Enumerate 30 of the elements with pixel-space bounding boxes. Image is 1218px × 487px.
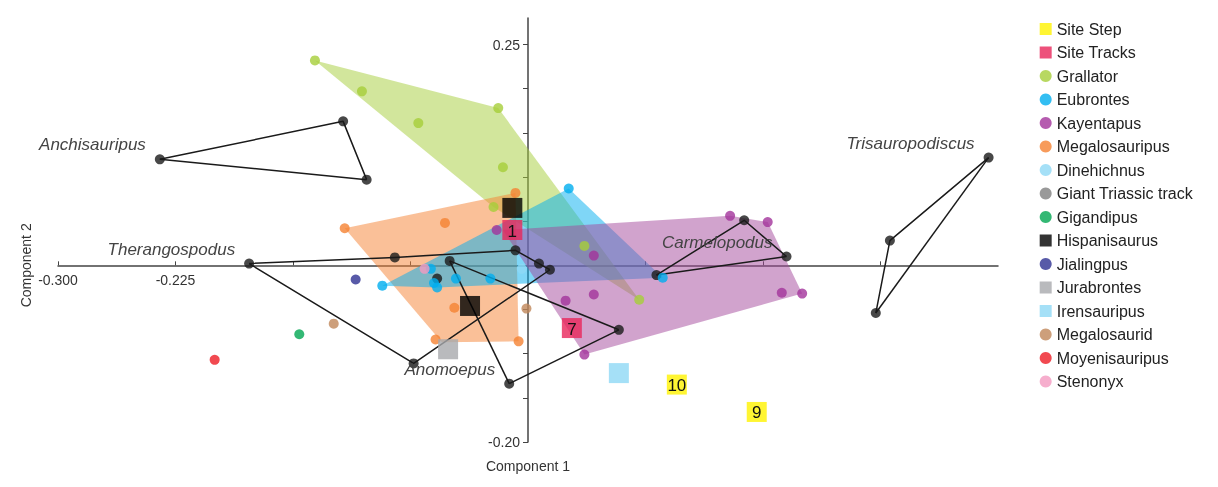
- legend-label: Eubrontes: [1056, 91, 1130, 108]
- legend-label: Site Step: [1056, 20, 1122, 38]
- legend-label: Jialingpus: [1056, 255, 1128, 273]
- legend-label: Megalosauripus: [1056, 138, 1170, 155]
- legend-label: Hispanisaurus: [1056, 232, 1159, 249]
- annotation: 1: [507, 221, 518, 241]
- legend-label: Grallator: [1056, 67, 1119, 85]
- legend-label: Moyenisauripus: [1056, 349, 1169, 367]
- x-tick-label: -0.300: [38, 272, 79, 289]
- series-label: Anomoepus: [403, 359, 496, 379]
- legend-label: Gigandipus: [1056, 208, 1138, 226]
- annotation: 10: [667, 376, 687, 396]
- legend-label: Giant Triassic track: [1056, 185, 1194, 202]
- legend-label: Irensauripus: [1056, 302, 1145, 320]
- x-tick-label: -0.225: [155, 272, 196, 289]
- series-label: Trisauropodiscus: [846, 133, 976, 153]
- annotation: 7: [567, 319, 577, 339]
- x-axis-title: Component 1: [485, 458, 571, 474]
- legend-label: Site Tracks: [1056, 44, 1136, 61]
- legend-label: Dinehichnus: [1056, 161, 1145, 179]
- annotation: 9: [752, 403, 762, 423]
- y-axis-title: Component 2: [18, 223, 34, 308]
- y-tick-label: -0.20: [488, 434, 521, 450]
- legend-label: Stenonyx: [1056, 373, 1124, 390]
- legend-label: Jurabrontes: [1056, 279, 1142, 296]
- series-label: Therangospodus: [107, 239, 236, 259]
- legend-label: Megalosaurid: [1056, 326, 1153, 343]
- y-tick-label: 0.25: [492, 36, 521, 53]
- series-label: Anchisauripus: [38, 135, 147, 155]
- legend-label: Kayentapus: [1056, 114, 1142, 132]
